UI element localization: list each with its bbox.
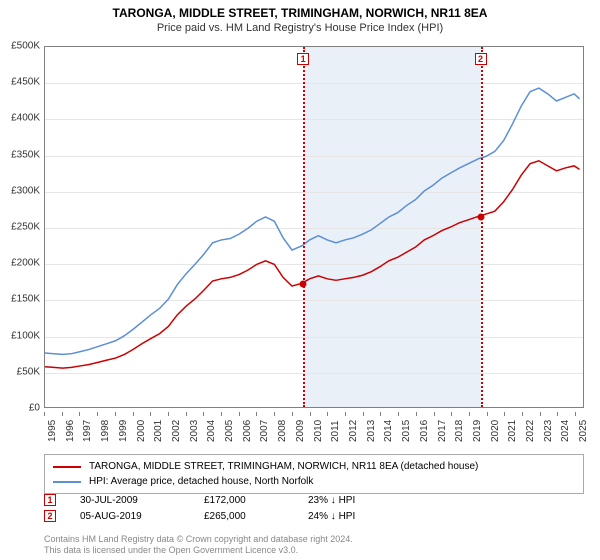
- legend-swatch: [53, 466, 81, 468]
- transaction-date: 30-JUL-2009: [80, 495, 180, 506]
- footer-line: This data is licensed under the Open Gov…: [44, 545, 353, 556]
- transaction-row: 2 05-AUG-2019 £265,000 24% ↓ HPI: [44, 510, 584, 522]
- transaction-price: £265,000: [204, 511, 284, 522]
- transaction-marker: 2: [44, 510, 56, 522]
- transaction-row: 1 30-JUL-2009 £172,000 23% ↓ HPI: [44, 494, 584, 506]
- footer-line: Contains HM Land Registry data © Crown c…: [44, 534, 353, 545]
- legend-label: TARONGA, MIDDLE STREET, TRIMINGHAM, NORW…: [89, 459, 478, 474]
- line-plot: [45, 47, 583, 407]
- transaction-price: £172,000: [204, 495, 284, 506]
- legend-row: TARONGA, MIDDLE STREET, TRIMINGHAM, NORW…: [53, 459, 575, 474]
- transaction-delta: 23% ↓ HPI: [308, 495, 408, 506]
- chart-subtitle: Price paid vs. HM Land Registry's House …: [0, 22, 600, 34]
- chart-title: TARONGA, MIDDLE STREET, TRIMINGHAM, NORW…: [0, 0, 600, 22]
- transaction-marker: 1: [44, 494, 56, 506]
- legend-row: HPI: Average price, detached house, Nort…: [53, 474, 575, 489]
- chart-container: TARONGA, MIDDLE STREET, TRIMINGHAM, NORW…: [0, 0, 600, 560]
- plot-area: 12: [44, 46, 584, 408]
- legend-label: HPI: Average price, detached house, Nort…: [89, 474, 313, 489]
- transactions-table: 1 30-JUL-2009 £172,000 23% ↓ HPI 2 05-AU…: [44, 494, 584, 526]
- transaction-delta: 24% ↓ HPI: [308, 511, 408, 522]
- x-axis-labels: 1995199619971998199920002001200220032004…: [44, 412, 584, 456]
- legend: TARONGA, MIDDLE STREET, TRIMINGHAM, NORW…: [44, 454, 584, 494]
- footer-attribution: Contains HM Land Registry data © Crown c…: [44, 534, 353, 556]
- transaction-date: 05-AUG-2019: [80, 511, 180, 522]
- legend-swatch: [53, 481, 81, 483]
